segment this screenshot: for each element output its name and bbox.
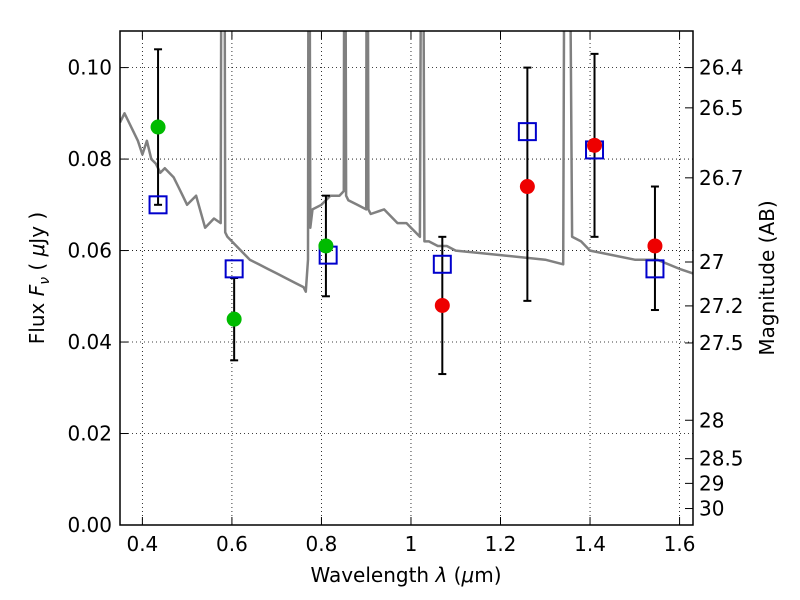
x-axis-title: Wavelength λ (μm) <box>310 563 501 587</box>
x-tick-label: 1.4 <box>574 532 606 556</box>
mag-tick-label: 27.5 <box>699 331 744 355</box>
y-tick-label: 0.10 <box>67 56 112 80</box>
mag-tick-label: 26.5 <box>699 96 744 120</box>
green-point <box>150 119 166 135</box>
red-point <box>519 179 535 195</box>
blue-square-point <box>224 259 244 279</box>
plot-frame <box>119 30 694 526</box>
y-axis-title: Flux Fν ( μJy ) <box>25 212 53 344</box>
y-tick-label: 0.00 <box>67 513 112 537</box>
blue-square-point <box>148 195 168 215</box>
mag-tick-label: 28.5 <box>699 447 744 471</box>
red-point <box>587 137 603 153</box>
mag-tick-label: 26.7 <box>699 166 744 190</box>
mag-tick-label: 26.4 <box>699 56 744 80</box>
mag-tick-label: 27.2 <box>699 294 744 318</box>
red-point <box>434 297 450 313</box>
y-axis-right-title: Magnitude (AB) <box>755 200 779 355</box>
x-tick-label: 1.6 <box>664 532 696 556</box>
blue-square-point <box>517 122 537 142</box>
spectrum-line <box>120 31 693 293</box>
y-tick-label: 0.02 <box>67 422 112 446</box>
mag-tick-label: 30 <box>699 497 724 521</box>
red-point <box>647 238 663 254</box>
x-tick-label: 0.8 <box>306 532 338 556</box>
mag-tick-label: 29 <box>699 471 724 495</box>
grid-lines <box>120 31 693 526</box>
y-tick-label: 0.08 <box>67 147 112 171</box>
mag-tick-label: 28 <box>699 408 724 432</box>
y-tick-label: 0.04 <box>67 330 112 354</box>
x-tick-label: 1.2 <box>485 532 517 556</box>
blue-square-point <box>645 259 665 279</box>
x-tick-label: 1 <box>405 532 418 556</box>
x-tick-label: 0.6 <box>216 532 248 556</box>
y-tick-label: 0.06 <box>67 239 112 263</box>
plot-area <box>120 31 693 376</box>
x-axis: 0.4 0.6 0.8 1 1.2 1.4 1.6 <box>126 31 695 556</box>
green-point <box>318 238 334 254</box>
x-tick-label: 0.4 <box>126 532 158 556</box>
blue-square-point <box>432 254 452 274</box>
y-axis-left: 0.00 0.02 0.04 0.06 0.08 0.10 <box>67 56 128 537</box>
green-point <box>226 311 242 327</box>
mag-tick-label: 27 <box>699 250 724 274</box>
